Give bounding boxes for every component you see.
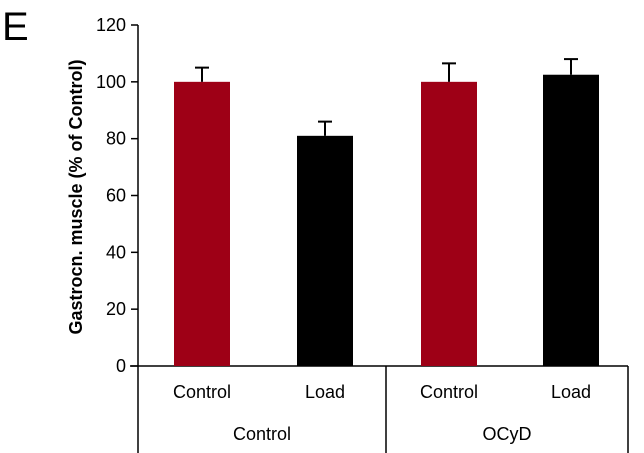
bar-3 <box>421 81 477 366</box>
group-label-2: OCyD <box>483 424 532 444</box>
y-tick-label: 60 <box>106 186 126 206</box>
y-tick-label: 40 <box>106 242 126 262</box>
y-tick-label: 80 <box>106 129 126 149</box>
x-labels: Control Load Control Load Control OCyD <box>173 382 591 444</box>
group-label-1: Control <box>233 424 291 444</box>
category-label-3: Control <box>420 382 478 402</box>
y-tick-label: 0 <box>116 356 126 376</box>
y-ticks: 0 20 40 60 80 100 120 <box>96 15 138 376</box>
category-label-2: Load <box>305 382 345 402</box>
bar-1 <box>174 81 230 366</box>
category-label-4: Load <box>551 382 591 402</box>
y-tick-label: 120 <box>96 15 126 35</box>
y-tick-label: 20 <box>106 299 126 319</box>
y-axis-label: Gastrocn. muscle (% of Control) <box>66 59 86 334</box>
panel-letter: E <box>2 5 29 49</box>
y-tick-label: 100 <box>96 72 126 92</box>
bar-4 <box>543 74 599 367</box>
bars <box>174 58 599 367</box>
category-label-1: Control <box>173 382 231 402</box>
bar-2 <box>297 135 353 366</box>
